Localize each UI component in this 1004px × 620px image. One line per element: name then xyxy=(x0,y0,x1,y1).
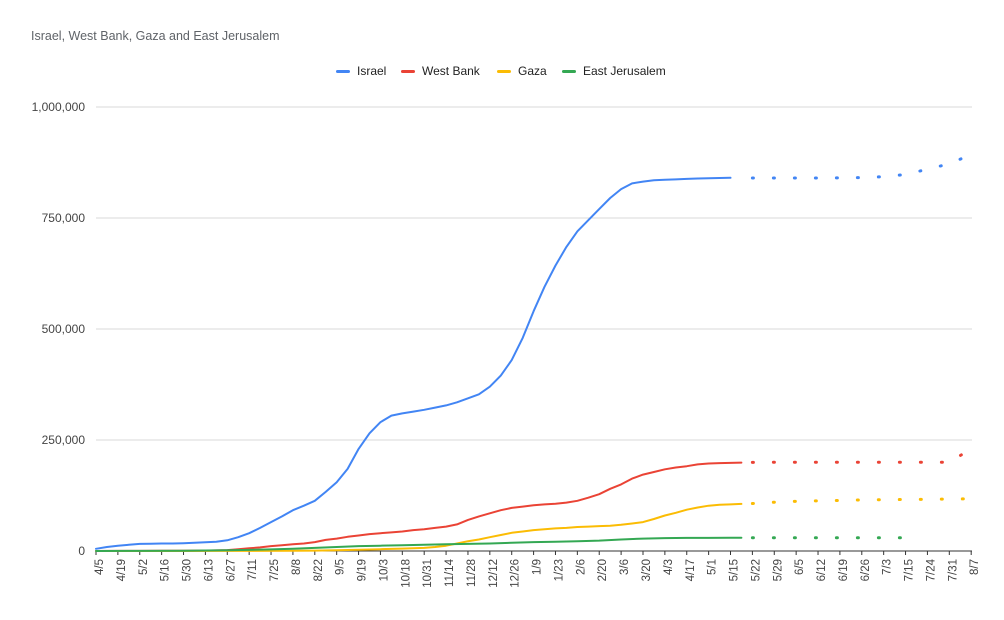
y-tick-label: 500,000 xyxy=(42,322,86,336)
chart-legend: Israel West Bank Gaza East Jerusalem xyxy=(0,64,1004,82)
series-line-israel xyxy=(95,176,732,550)
x-tick-label: 12/12 xyxy=(488,559,500,588)
x-tick-label: 9/5 xyxy=(335,559,347,575)
x-tick-label: 9/19 xyxy=(357,559,369,581)
x-tick-label: 12/26 xyxy=(510,559,522,588)
x-tick-label: 11/28 xyxy=(466,559,478,587)
chart-title: Israel, West Bank, Gaza and East Jerusal… xyxy=(31,29,280,43)
x-tick-label: 7/11 xyxy=(247,559,259,581)
x-tick-label: 6/26 xyxy=(860,559,872,581)
legend-label-gaza: Gaza xyxy=(518,64,547,78)
series-projection-gaza xyxy=(750,497,973,505)
x-tick-label: 8/8 xyxy=(291,559,303,575)
x-tick-label: 3/6 xyxy=(619,559,631,575)
x-tick-label: 4/5 xyxy=(94,559,106,575)
x-axis-labels: 4/5 4/19 5/2 5/16 5/30 6/13 6/27 7/11 7/25 8/8 8/2… xyxy=(94,551,981,588)
x-tick-label: 5/16 xyxy=(160,559,172,581)
gridlines xyxy=(96,106,972,552)
x-tick-label: 5/29 xyxy=(772,559,784,581)
x-tick-label: 6/12 xyxy=(816,559,828,581)
x-tick-label: 10/31 xyxy=(422,559,434,588)
x-tick-label: 7/24 xyxy=(925,558,937,581)
x-tick-label: 10/18 xyxy=(400,559,412,588)
series-projection-israel xyxy=(750,153,973,180)
x-tick-label: 7/25 xyxy=(269,559,281,581)
legend-swatch-gaza xyxy=(497,69,511,73)
x-tick-label: 5/22 xyxy=(750,559,762,581)
x-tick-label: 4/17 xyxy=(685,559,697,581)
x-tick-label: 1/9 xyxy=(532,559,544,575)
y-tick-label: 750,000 xyxy=(42,211,86,225)
series-line-gaza xyxy=(95,502,743,552)
series-line-east-jerusalem xyxy=(95,536,743,552)
y-tick-label: 1,000,000 xyxy=(32,100,86,114)
x-tick-label: 8/7 xyxy=(969,559,981,575)
y-tick-label: 0 xyxy=(78,544,85,558)
x-tick-label: 11/14 xyxy=(444,558,456,587)
legend-swatch-east-jerusalem xyxy=(562,69,576,73)
x-tick-label: 8/22 xyxy=(313,559,325,581)
x-tick-label: 2/6 xyxy=(575,559,587,575)
x-tick-label: 4/19 xyxy=(116,559,128,581)
legend-item-east-jerusalem[interactable]: East Jerusalem xyxy=(562,64,666,78)
x-tick-label: 2/20 xyxy=(597,559,609,581)
series-line-west-bank xyxy=(95,461,743,552)
x-tick-label: 7/31 xyxy=(947,559,959,581)
y-tick-label: 250,000 xyxy=(42,433,86,447)
x-tick-label: 5/15 xyxy=(729,559,741,581)
legend-swatch-israel xyxy=(336,69,350,73)
x-tick-label: 7/3 xyxy=(882,559,894,575)
legend-swatch-west-bank xyxy=(401,69,415,73)
legend-label-east-jerusalem: East Jerusalem xyxy=(583,64,666,78)
x-tick-label: 5/2 xyxy=(138,559,150,575)
x-tick-label: 6/19 xyxy=(838,559,850,581)
legend-item-gaza[interactable]: Gaza xyxy=(497,64,547,78)
legend-label-israel: Israel xyxy=(357,64,387,78)
x-tick-label: 4/3 xyxy=(663,559,675,575)
legend-item-west-bank[interactable]: West Bank xyxy=(401,64,480,78)
x-tick-label: 6/13 xyxy=(203,559,215,581)
x-tick-label: 6/5 xyxy=(794,559,806,575)
legend-label-west-bank: West Bank xyxy=(422,64,480,78)
y-axis-labels: 0 250,000 500,000 750,000 1,000,000 xyxy=(32,100,86,558)
x-tick-label: 1/23 xyxy=(553,559,565,581)
x-tick-label: 5/30 xyxy=(182,559,194,581)
series-projection-west-bank xyxy=(750,447,973,464)
x-tick-label: 5/1 xyxy=(707,559,719,575)
x-tick-label: 6/27 xyxy=(225,559,237,581)
x-tick-label: 3/20 xyxy=(641,559,653,581)
x-tick-label: 10/3 xyxy=(378,559,390,581)
series-lines xyxy=(95,153,973,552)
legend-item-israel[interactable]: Israel xyxy=(336,64,386,78)
x-tick-label: 7/15 xyxy=(904,559,916,581)
